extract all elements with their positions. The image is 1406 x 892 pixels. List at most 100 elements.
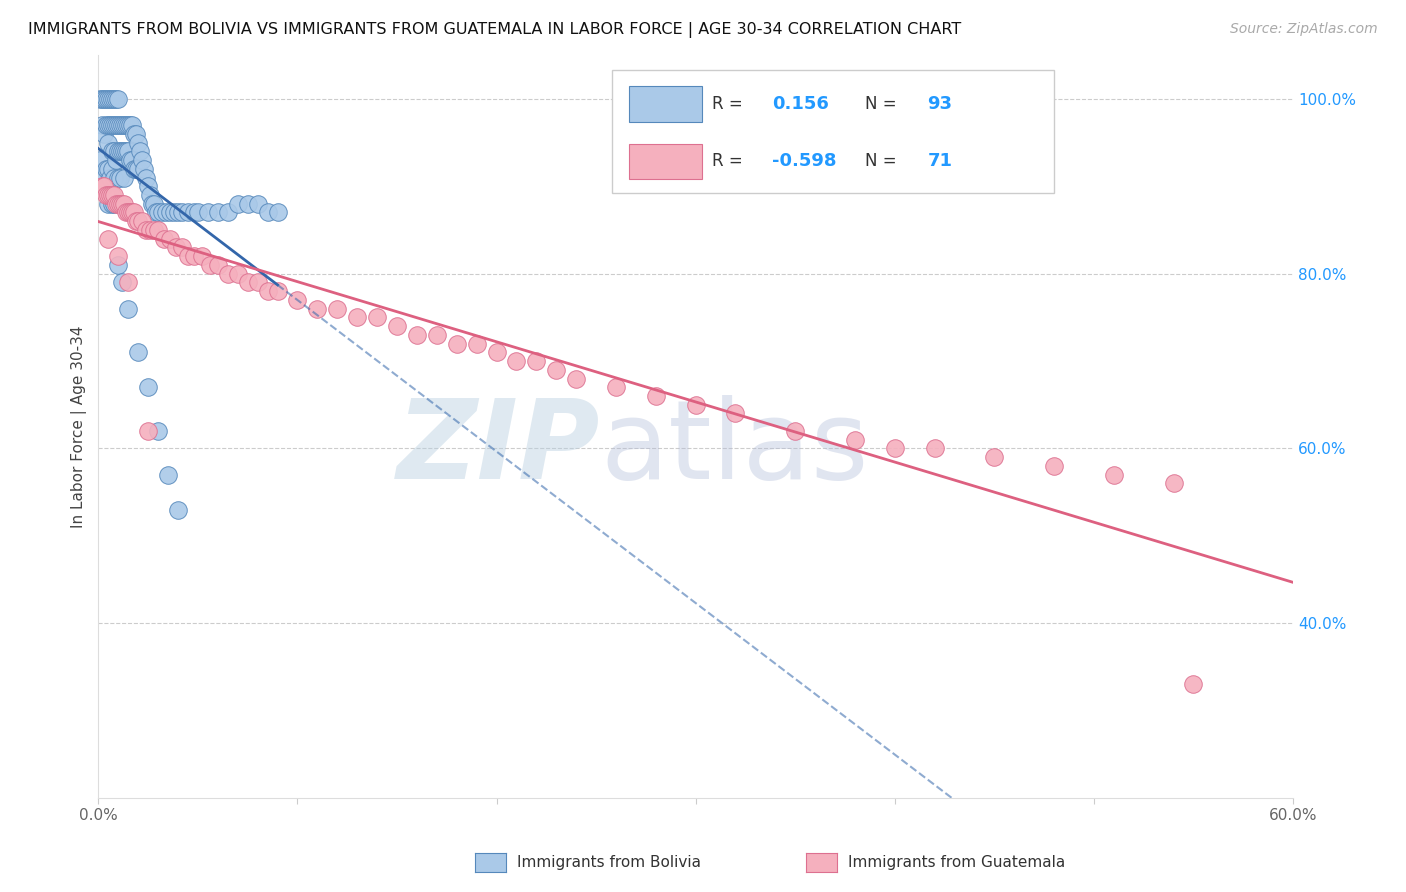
- Point: [93, 92, 115, 106]
- Point: [326, 301, 349, 316]
- Point: [105, 92, 128, 106]
- Point: [121, 118, 143, 132]
- Point: [136, 380, 159, 394]
- Point: [101, 161, 124, 176]
- Point: [226, 267, 249, 281]
- Point: [96, 188, 118, 202]
- FancyBboxPatch shape: [628, 87, 702, 122]
- Point: [110, 196, 132, 211]
- Point: [143, 223, 166, 237]
- Point: [465, 336, 488, 351]
- Point: [125, 161, 148, 176]
- Point: [145, 205, 167, 219]
- Point: [406, 327, 429, 342]
- Point: [127, 136, 149, 150]
- Point: [266, 205, 288, 219]
- FancyBboxPatch shape: [612, 70, 1054, 193]
- Y-axis label: In Labor Force | Age 30-34: In Labor Force | Age 30-34: [72, 326, 87, 528]
- Point: [97, 92, 120, 106]
- Text: -0.598: -0.598: [772, 153, 837, 170]
- Point: [236, 196, 259, 211]
- Point: [107, 249, 129, 263]
- Point: [134, 161, 156, 176]
- Point: [207, 205, 229, 219]
- Point: [165, 240, 187, 254]
- Point: [139, 188, 162, 202]
- Point: [111, 196, 134, 211]
- Point: [117, 145, 139, 159]
- Point: [125, 127, 148, 141]
- Point: [131, 214, 153, 228]
- Point: [103, 196, 125, 211]
- Point: [366, 310, 388, 325]
- Point: [103, 145, 125, 159]
- Point: [115, 118, 138, 132]
- Point: [127, 161, 149, 176]
- Point: [724, 407, 747, 421]
- Point: [135, 223, 157, 237]
- Point: [98, 118, 121, 132]
- Point: [93, 179, 115, 194]
- Point: [107, 196, 129, 211]
- Point: [198, 258, 221, 272]
- Point: [122, 161, 145, 176]
- Point: [105, 153, 128, 167]
- Point: [346, 310, 368, 325]
- Point: [150, 205, 173, 219]
- Point: [107, 258, 129, 272]
- Point: [159, 232, 181, 246]
- Point: [136, 179, 159, 194]
- Point: [217, 205, 239, 219]
- Text: N =: N =: [865, 95, 903, 113]
- Point: [146, 424, 169, 438]
- Point: [112, 170, 135, 185]
- Point: [117, 205, 139, 219]
- Point: [112, 118, 135, 132]
- Point: [505, 354, 527, 368]
- Point: [127, 214, 149, 228]
- Point: [524, 354, 547, 368]
- Point: [163, 205, 186, 219]
- Point: [246, 276, 269, 290]
- Point: [107, 145, 129, 159]
- Point: [883, 442, 905, 456]
- Point: [129, 145, 152, 159]
- Point: [266, 284, 288, 298]
- Point: [117, 276, 139, 290]
- Point: [146, 223, 169, 237]
- Point: [287, 293, 309, 307]
- Point: [121, 205, 143, 219]
- Point: [91, 118, 114, 132]
- FancyBboxPatch shape: [628, 144, 702, 179]
- Point: [91, 92, 114, 106]
- Text: ZIP: ZIP: [396, 395, 600, 502]
- Point: [177, 205, 200, 219]
- Point: [157, 467, 180, 482]
- Point: [98, 92, 121, 106]
- Text: 71: 71: [928, 153, 952, 170]
- Point: [105, 118, 128, 132]
- Text: 0.156: 0.156: [772, 95, 830, 113]
- Point: [101, 188, 124, 202]
- Point: [170, 205, 193, 219]
- Point: [125, 214, 148, 228]
- Point: [207, 258, 229, 272]
- Text: 93: 93: [928, 95, 952, 113]
- Point: [256, 205, 278, 219]
- Point: [170, 240, 193, 254]
- Text: IMMIGRANTS FROM BOLIVIA VS IMMIGRANTS FROM GUATEMALA IN LABOR FORCE | AGE 30-34 : IMMIGRANTS FROM BOLIVIA VS IMMIGRANTS FR…: [28, 22, 962, 38]
- Point: [177, 249, 200, 263]
- Point: [143, 196, 166, 211]
- Point: [924, 442, 946, 456]
- Point: [159, 205, 181, 219]
- Point: [844, 433, 866, 447]
- Point: [98, 188, 121, 202]
- Point: [103, 92, 125, 106]
- Point: [446, 336, 468, 351]
- Point: [187, 205, 209, 219]
- Point: [91, 170, 114, 185]
- Point: [103, 188, 125, 202]
- Point: [112, 196, 135, 211]
- Point: [110, 118, 132, 132]
- Point: [426, 327, 449, 342]
